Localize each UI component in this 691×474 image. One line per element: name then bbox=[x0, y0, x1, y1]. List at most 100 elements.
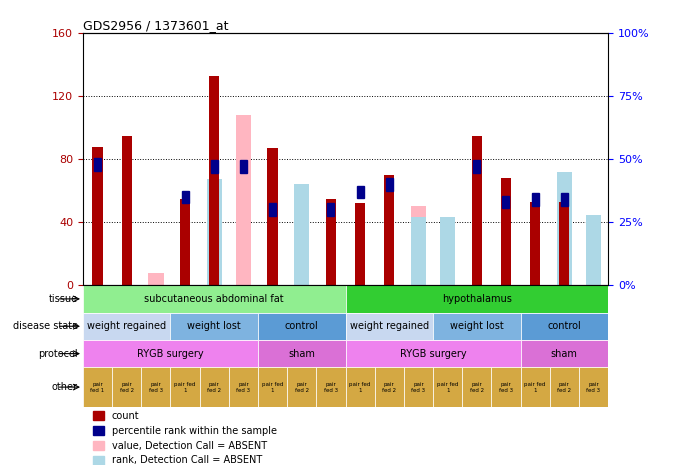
Text: pair
fed 3: pair fed 3 bbox=[236, 382, 250, 392]
Text: pair fed
1: pair fed 1 bbox=[262, 382, 283, 392]
Text: pair
fed 3: pair fed 3 bbox=[149, 382, 163, 392]
Text: pair
fed 3: pair fed 3 bbox=[324, 382, 338, 392]
Bar bbox=[472, 136, 482, 285]
Text: rank, Detection Call = ABSENT: rank, Detection Call = ABSENT bbox=[112, 456, 262, 465]
Text: weight regained: weight regained bbox=[87, 321, 167, 331]
FancyBboxPatch shape bbox=[491, 367, 520, 407]
Bar bbox=[148, 273, 164, 285]
FancyBboxPatch shape bbox=[229, 367, 258, 407]
Bar bbox=[326, 199, 336, 285]
FancyBboxPatch shape bbox=[433, 312, 520, 340]
FancyBboxPatch shape bbox=[462, 367, 491, 407]
Text: pair fed
1: pair fed 1 bbox=[437, 382, 458, 392]
Bar bbox=[501, 178, 511, 285]
FancyBboxPatch shape bbox=[258, 367, 287, 407]
Text: pair
fed 3: pair fed 3 bbox=[499, 382, 513, 392]
Text: sham: sham bbox=[288, 348, 315, 359]
Bar bbox=[530, 202, 540, 285]
Text: weight lost: weight lost bbox=[187, 321, 241, 331]
FancyBboxPatch shape bbox=[520, 367, 550, 407]
FancyBboxPatch shape bbox=[112, 367, 141, 407]
Text: pair
fed 2: pair fed 2 bbox=[557, 382, 571, 392]
Y-axis label: other: other bbox=[52, 382, 77, 392]
Text: pair
fed 2: pair fed 2 bbox=[470, 382, 484, 392]
FancyBboxPatch shape bbox=[346, 340, 520, 367]
Bar bbox=[328, 203, 334, 216]
Bar bbox=[93, 426, 104, 435]
Text: pair fed
1: pair fed 1 bbox=[350, 382, 371, 392]
Bar bbox=[410, 217, 426, 285]
Text: pair
fed 2: pair fed 2 bbox=[120, 382, 134, 392]
Bar bbox=[209, 76, 219, 285]
Text: control: control bbox=[285, 321, 319, 331]
Bar bbox=[211, 161, 218, 173]
Text: count: count bbox=[112, 410, 140, 420]
Bar bbox=[502, 196, 509, 209]
Bar bbox=[240, 161, 247, 173]
Bar bbox=[182, 191, 189, 203]
Bar bbox=[357, 186, 363, 198]
FancyBboxPatch shape bbox=[171, 312, 258, 340]
Bar bbox=[93, 146, 102, 285]
FancyBboxPatch shape bbox=[83, 285, 346, 312]
FancyBboxPatch shape bbox=[404, 367, 433, 407]
Bar bbox=[559, 202, 569, 285]
Text: GDS2956 / 1373601_at: GDS2956 / 1373601_at bbox=[83, 19, 229, 32]
Bar bbox=[93, 456, 104, 465]
Bar bbox=[294, 188, 310, 285]
FancyBboxPatch shape bbox=[346, 285, 608, 312]
Bar bbox=[267, 148, 278, 285]
Text: weight regained: weight regained bbox=[350, 321, 429, 331]
Text: pair
fed 2: pair fed 2 bbox=[207, 382, 221, 392]
FancyBboxPatch shape bbox=[579, 367, 608, 407]
FancyBboxPatch shape bbox=[287, 367, 316, 407]
Bar bbox=[294, 184, 310, 285]
Text: pair fed
1: pair fed 1 bbox=[174, 382, 196, 392]
FancyBboxPatch shape bbox=[258, 340, 346, 367]
Text: RYGB surgery: RYGB surgery bbox=[399, 348, 466, 359]
FancyBboxPatch shape bbox=[171, 367, 200, 407]
FancyBboxPatch shape bbox=[550, 367, 579, 407]
FancyBboxPatch shape bbox=[433, 367, 462, 407]
Text: hypothalamus: hypothalamus bbox=[442, 294, 512, 304]
Bar bbox=[531, 193, 539, 206]
Text: RYGB surgery: RYGB surgery bbox=[137, 348, 204, 359]
Bar bbox=[586, 222, 601, 285]
Text: weight lost: weight lost bbox=[450, 321, 504, 331]
FancyBboxPatch shape bbox=[200, 367, 229, 407]
FancyBboxPatch shape bbox=[346, 312, 433, 340]
Bar bbox=[269, 203, 276, 216]
Bar bbox=[473, 161, 480, 173]
FancyBboxPatch shape bbox=[520, 312, 608, 340]
Bar bbox=[94, 158, 101, 171]
Bar bbox=[440, 217, 455, 285]
FancyBboxPatch shape bbox=[375, 367, 404, 407]
Bar bbox=[93, 411, 104, 420]
Y-axis label: protocol: protocol bbox=[38, 348, 77, 359]
Bar bbox=[207, 179, 222, 285]
Text: pair
fed 3: pair fed 3 bbox=[411, 382, 426, 392]
Bar bbox=[355, 203, 365, 285]
FancyBboxPatch shape bbox=[316, 367, 346, 407]
Text: pair
fed 2: pair fed 2 bbox=[294, 382, 309, 392]
Bar bbox=[561, 193, 568, 206]
FancyBboxPatch shape bbox=[346, 367, 375, 407]
Bar bbox=[410, 207, 426, 285]
Bar bbox=[586, 215, 601, 285]
Text: subcutaneous abdominal fat: subcutaneous abdominal fat bbox=[144, 294, 284, 304]
FancyBboxPatch shape bbox=[520, 340, 608, 367]
FancyBboxPatch shape bbox=[141, 367, 171, 407]
Bar bbox=[236, 115, 251, 285]
FancyBboxPatch shape bbox=[83, 340, 258, 367]
Text: pair
fed 3: pair fed 3 bbox=[587, 382, 600, 392]
FancyBboxPatch shape bbox=[258, 312, 346, 340]
Text: control: control bbox=[547, 321, 581, 331]
Text: percentile rank within the sample: percentile rank within the sample bbox=[112, 426, 277, 436]
Bar bbox=[440, 246, 455, 285]
Text: pair
fed 1: pair fed 1 bbox=[91, 382, 104, 392]
Y-axis label: disease state: disease state bbox=[12, 321, 77, 331]
Text: pair
fed 2: pair fed 2 bbox=[382, 382, 397, 392]
Text: sham: sham bbox=[551, 348, 578, 359]
Text: value, Detection Call = ABSENT: value, Detection Call = ABSENT bbox=[112, 440, 267, 450]
Bar bbox=[93, 441, 104, 450]
